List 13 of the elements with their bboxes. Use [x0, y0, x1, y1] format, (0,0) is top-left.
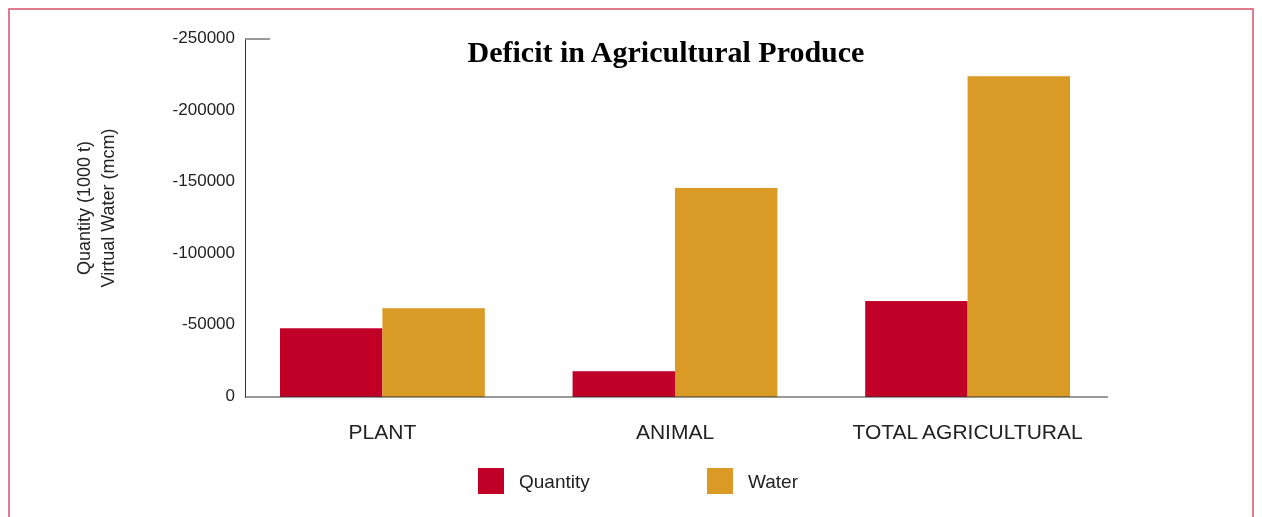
y-tick-label: -100000 — [172, 242, 235, 262]
x-tick-label: TOTAL AGRICULTURAL — [852, 420, 1083, 443]
y-tick-label: 0 — [225, 385, 235, 405]
x-tick-label: PLANT — [348, 420, 417, 443]
x-tick-label: ANIMAL — [635, 420, 715, 443]
legend-label: Quantity — [519, 471, 591, 492]
y-tick-label: -250000 — [172, 27, 235, 47]
y-tick-label: -200000 — [172, 99, 235, 119]
y-tick-label: -50000 — [182, 314, 235, 334]
y-tick-label: -150000 — [172, 171, 235, 191]
chart-title: Deficit in Agricultural Produce — [467, 35, 865, 68]
legend-label: Water — [748, 471, 799, 492]
y-axis-title: Quantity (1000 t) Virtual Water (mcm) — [74, 128, 118, 288]
